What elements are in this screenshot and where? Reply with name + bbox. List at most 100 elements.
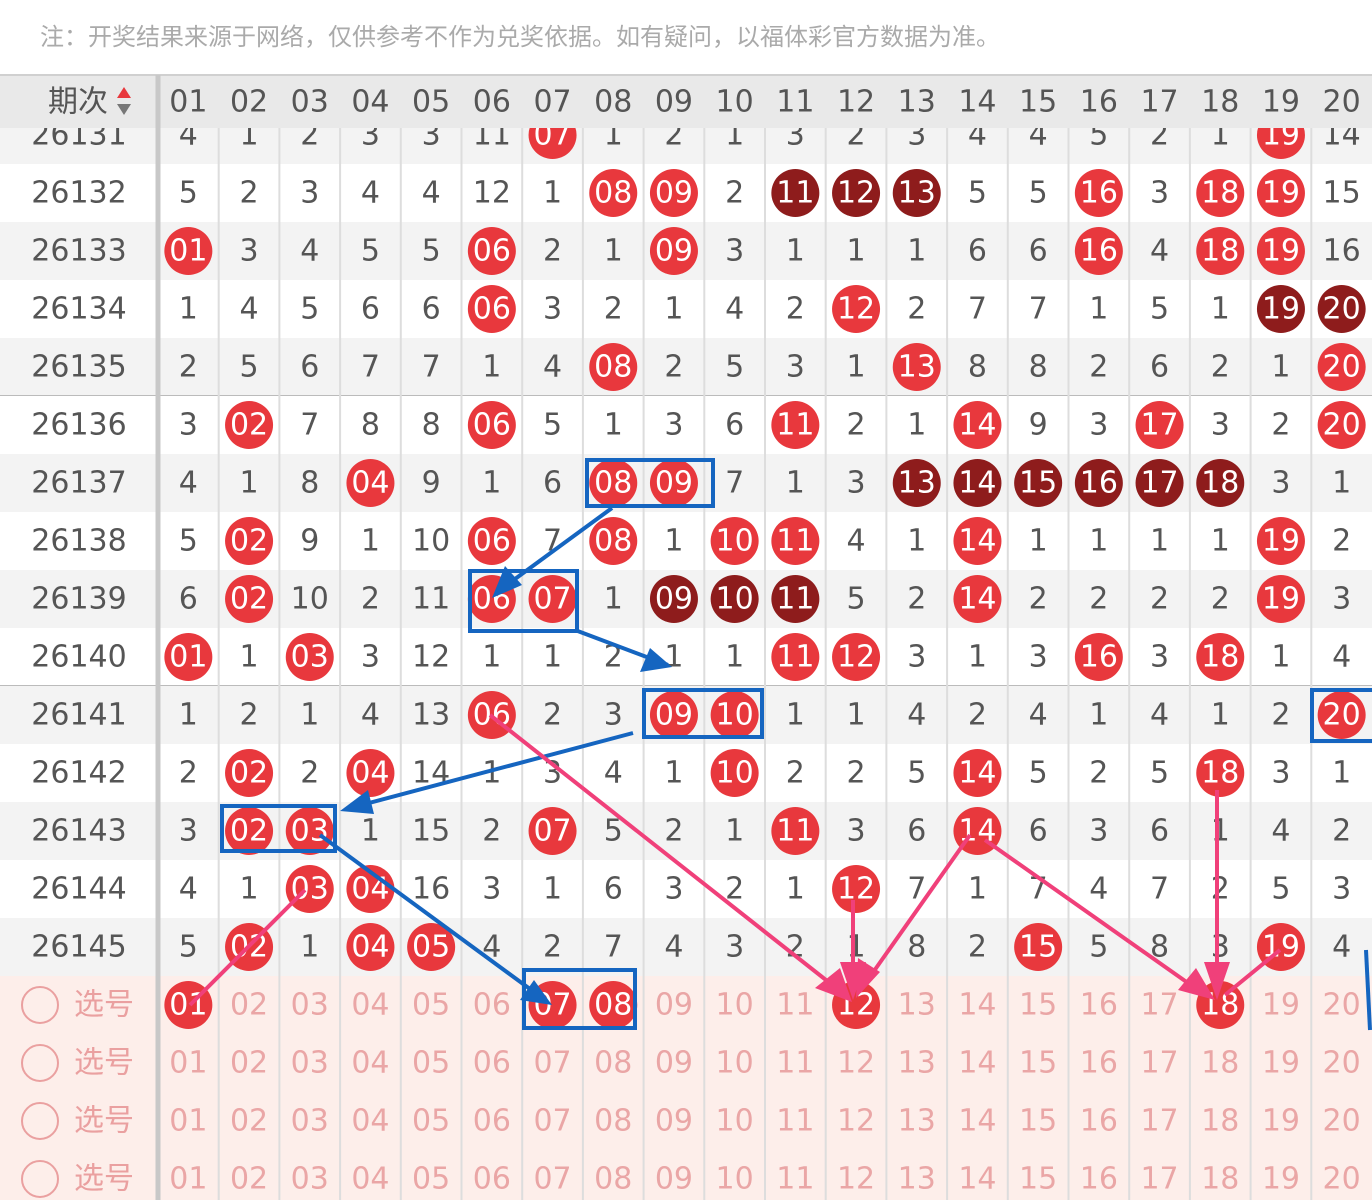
select-number[interactable]: 10	[716, 988, 754, 1023]
cell: 1	[179, 698, 198, 733]
select-number[interactable]: 08	[594, 1104, 632, 1139]
select-number[interactable]: 14	[958, 1162, 996, 1197]
cell: 2	[543, 234, 562, 269]
select-number[interactable]: 16	[1080, 1162, 1118, 1197]
arrow	[318, 833, 547, 1002]
select-number[interactable]: 04	[351, 988, 389, 1023]
select-number[interactable]: 12	[837, 1104, 875, 1139]
select-number[interactable]: 16	[1080, 1046, 1118, 1081]
select-number[interactable]: 13	[898, 988, 936, 1023]
select-number[interactable]: 06	[473, 1162, 511, 1197]
radio[interactable]	[21, 1160, 59, 1198]
select-number[interactable]: 16	[1080, 1104, 1118, 1139]
cell: 7	[968, 292, 987, 327]
select-number[interactable]: 09	[655, 988, 693, 1023]
select-number[interactable]: 08	[594, 988, 632, 1023]
select-number[interactable]: 17	[1140, 1162, 1178, 1197]
select-number[interactable]: 18	[1201, 1104, 1239, 1139]
select-number[interactable]: 04	[351, 1104, 389, 1139]
select-number[interactable]: 01	[169, 1046, 207, 1081]
select-number[interactable]: 19	[1262, 1046, 1300, 1081]
select-number[interactable]: 11	[776, 1104, 814, 1139]
select-number[interactable]: 09	[655, 1046, 693, 1081]
select-number[interactable]: 20	[1323, 988, 1361, 1023]
select-number[interactable]: 06	[473, 1046, 511, 1081]
select-number[interactable]: 19	[1262, 988, 1300, 1023]
select-number[interactable]: 12	[837, 1046, 875, 1081]
select-number[interactable]: 08	[594, 1162, 632, 1197]
select-number[interactable]: 19	[1262, 1104, 1300, 1139]
select-number[interactable]: 05	[412, 1162, 450, 1197]
select-number[interactable]: 05	[412, 1046, 450, 1081]
arrow	[498, 506, 614, 592]
select-number[interactable]: 08	[594, 1046, 632, 1081]
select-number[interactable]: 15	[1019, 988, 1057, 1023]
select-number[interactable]: 17	[1140, 988, 1178, 1023]
select-number[interactable]: 13	[898, 1046, 936, 1081]
select-number[interactable]: 04	[351, 1162, 389, 1197]
select-number[interactable]: 20	[1323, 1162, 1361, 1197]
select-number[interactable]: 12	[837, 1162, 875, 1197]
select-number[interactable]: 11	[776, 1046, 814, 1081]
select-number[interactable]: 07	[533, 1104, 571, 1139]
select-number[interactable]: 11	[776, 1162, 814, 1197]
select-number[interactable]: 06	[473, 1104, 511, 1139]
select-number[interactable]: 01	[169, 1162, 207, 1197]
select-number[interactable]: 03	[291, 1046, 329, 1081]
select-number[interactable]: 16	[1080, 988, 1118, 1023]
select-number[interactable]: 13	[898, 1162, 936, 1197]
select-number[interactable]: 18	[1201, 1162, 1239, 1197]
select-number[interactable]: 02	[230, 1046, 268, 1081]
select-number[interactable]: 10	[716, 1046, 754, 1081]
select-number[interactable]: 20	[1323, 1046, 1361, 1081]
select-number[interactable]: 10	[716, 1104, 754, 1139]
select-number[interactable]: 09	[655, 1162, 693, 1197]
select-number[interactable]: 03	[291, 1162, 329, 1197]
sort-up[interactable]	[117, 87, 131, 98]
cell: 5	[907, 756, 926, 791]
select-number[interactable]: 15	[1019, 1104, 1057, 1139]
cell: 2	[240, 698, 259, 733]
select-number[interactable]: 18	[1201, 1046, 1239, 1081]
select-number[interactable]: 15	[1019, 1162, 1057, 1197]
select-number[interactable]: 14	[958, 1046, 996, 1081]
cell: 15	[1019, 930, 1057, 965]
cell: 6	[604, 872, 623, 907]
radio[interactable]	[21, 986, 59, 1024]
select-number[interactable]: 06	[473, 988, 511, 1023]
select-number[interactable]: 17	[1140, 1104, 1178, 1139]
select-number[interactable]: 15	[1019, 1046, 1057, 1081]
select-number[interactable]: 02	[230, 988, 268, 1023]
cell: 2	[300, 756, 319, 791]
select-number[interactable]: 13	[898, 1104, 936, 1139]
select-number[interactable]: 07	[533, 1162, 571, 1197]
select-number[interactable]: 05	[412, 988, 450, 1023]
select-number[interactable]: 11	[776, 988, 814, 1023]
arrow	[860, 833, 972, 990]
select-number[interactable]: 19	[1262, 1162, 1300, 1197]
cell: 15	[1323, 176, 1361, 211]
cell: 1	[1271, 350, 1290, 385]
radio[interactable]	[21, 1044, 59, 1082]
select-number[interactable]: 05	[412, 1104, 450, 1139]
select-number[interactable]: 14	[958, 988, 996, 1023]
select-number[interactable]: 10	[716, 1162, 754, 1197]
select-number[interactable]: 01	[169, 1104, 207, 1139]
select-number[interactable]: 07	[533, 1046, 571, 1081]
cell: 01	[169, 640, 207, 675]
cell: 6	[300, 350, 319, 385]
select-number[interactable]: 04	[351, 1046, 389, 1081]
select-number[interactable]: 03	[291, 1104, 329, 1139]
select-number[interactable]: 02	[230, 1104, 268, 1139]
cell: 1	[482, 466, 501, 501]
radio[interactable]	[21, 1102, 59, 1140]
select-number[interactable]: 03	[291, 988, 329, 1023]
select-number[interactable]: 20	[1323, 1104, 1361, 1139]
cell: 3	[725, 234, 744, 269]
ball	[467, 401, 516, 449]
select-number[interactable]: 09	[655, 1104, 693, 1139]
select-number[interactable]: 14	[958, 1104, 996, 1139]
sort-down[interactable]	[117, 104, 131, 115]
select-number[interactable]: 02	[230, 1162, 268, 1197]
select-number[interactable]: 17	[1140, 1046, 1178, 1081]
